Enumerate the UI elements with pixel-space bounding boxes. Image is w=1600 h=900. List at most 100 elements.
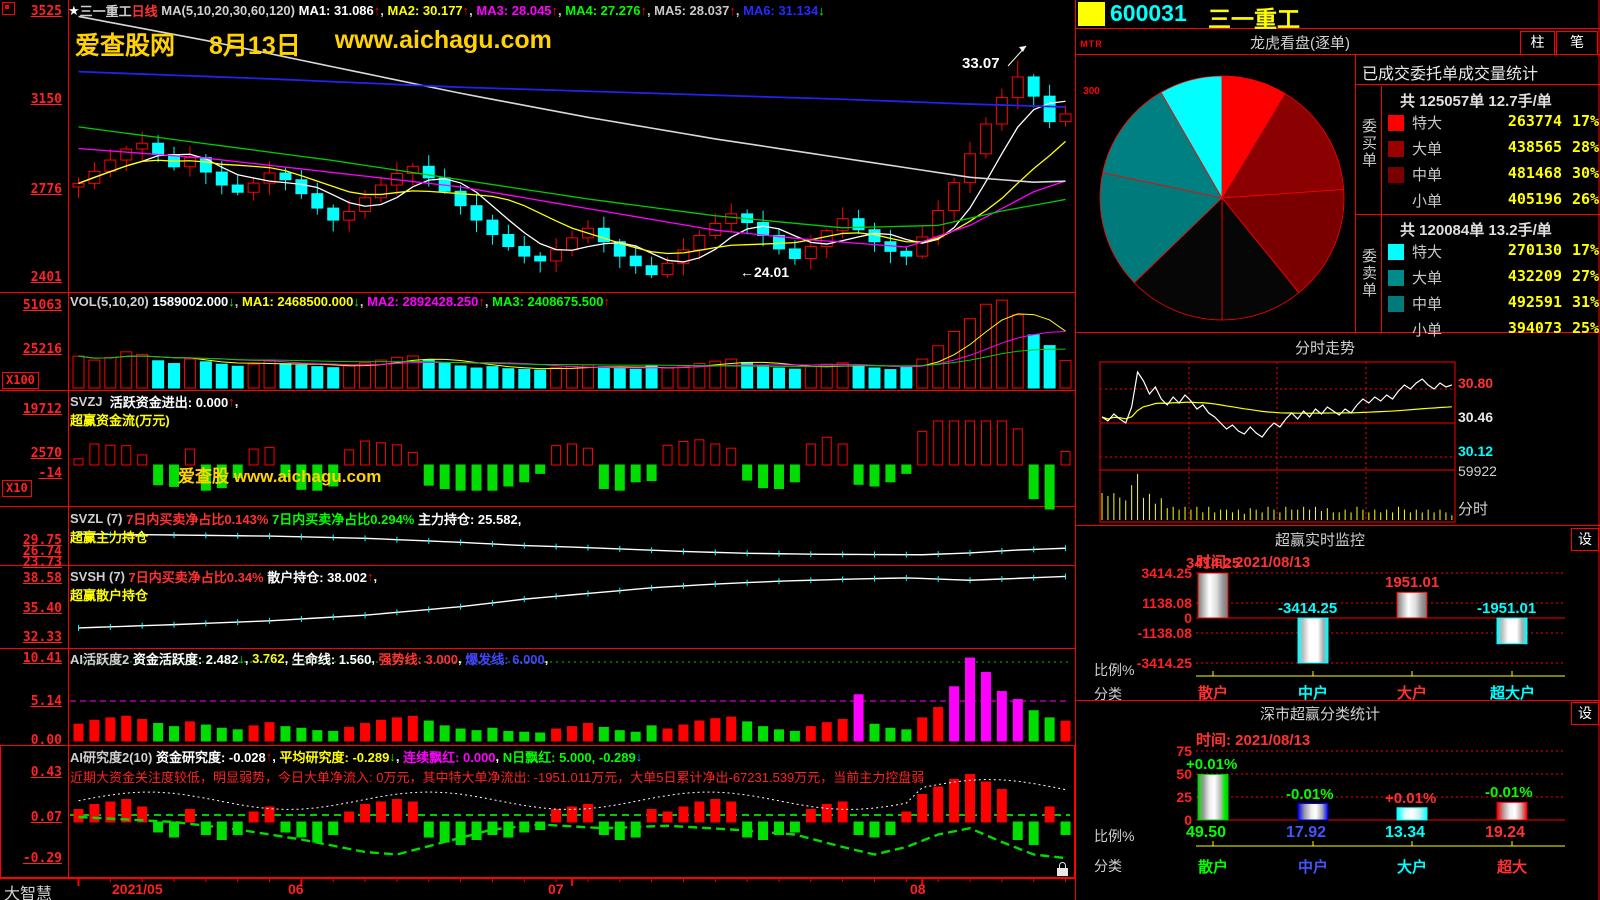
flow-bar [758, 464, 769, 489]
text-segment: MA(5,10,20,30,60,120) [157, 3, 299, 18]
indicator-line [78, 70, 1066, 108]
intraday-avg-line [1101, 401, 1452, 420]
candle [1011, 76, 1024, 99]
monitor-settings-button[interactable]: 设 [1571, 528, 1599, 551]
activity-bar [662, 728, 673, 742]
activity-bar [853, 694, 864, 742]
research-bar [471, 821, 482, 840]
candle [804, 246, 817, 260]
candle [327, 207, 340, 221]
research-bar [582, 804, 593, 823]
activity-bar [200, 724, 211, 742]
volume-bar [1027, 334, 1040, 389]
flow-bar [137, 454, 148, 466]
research-bar [1060, 821, 1071, 835]
activity-bar [455, 728, 466, 742]
candle [502, 234, 515, 248]
candle [820, 230, 833, 248]
text-segment: N日飘红: 5.000, -0.289 [502, 750, 636, 765]
research-bar [439, 821, 450, 843]
research-bar [280, 821, 291, 833]
candle [550, 249, 563, 262]
text-segment: 资金研究度: -0.028 [155, 750, 266, 765]
order-row-label: 小单 [1412, 193, 1443, 210]
monitor-bar-label: 1951.01 [1385, 574, 1440, 592]
flow-bar [184, 448, 195, 466]
order-swatch [1388, 167, 1404, 183]
text-segment: ↑ [228, 394, 235, 409]
order-row-value: 263774 [1507, 112, 1562, 130]
research-bar [391, 799, 402, 823]
activity-bar [885, 727, 896, 742]
volume-bar [502, 368, 515, 389]
flow-bar [582, 447, 593, 466]
pen-style-button[interactable]: 笔 [1556, 31, 1598, 55]
indicator-line [78, 100, 1066, 263]
candle [311, 193, 324, 209]
text-segment: 7日内买卖净占比0.143% [126, 512, 269, 527]
volume-bar [231, 365, 244, 389]
order-row-value: 492591 [1507, 293, 1562, 311]
buy-side-label: 委买单 [1361, 118, 1377, 169]
shenshi-pct-label: -0.01% [1286, 785, 1334, 803]
activity-bar [264, 722, 275, 742]
monitor-bar [1396, 591, 1428, 619]
stock-name: 三一重工 [1208, 6, 1300, 32]
text-segment: , [380, 3, 388, 18]
research-bar [965, 774, 976, 823]
activity-bar [407, 715, 418, 742]
shenshi-value-label: 19.24 [1485, 824, 1526, 841]
indicator-line [78, 779, 1066, 810]
activity-bar [582, 722, 593, 742]
candle [1059, 113, 1072, 123]
flow-bar [949, 420, 960, 466]
activity-bar [965, 657, 976, 742]
text-segment: AI研究度2(10) [70, 750, 156, 765]
flow-bar [264, 446, 275, 466]
text-segment: 超赢主力持仓 [70, 530, 149, 545]
activity-bar [503, 730, 514, 742]
badge-bottom: 300 [1083, 86, 1100, 97]
order-row-pct: 30% [1572, 164, 1600, 182]
monitor-bar [1297, 617, 1329, 664]
candle [979, 123, 992, 155]
flow-bar [901, 464, 912, 474]
order-row-value: 481468 [1507, 164, 1562, 182]
order-row-value: 405196 [1507, 190, 1562, 208]
volume-bar [311, 366, 324, 389]
volume-bar [995, 299, 1008, 389]
text-segment: , [484, 294, 493, 309]
shenshi-time: 时间: 2021/08/13 [1196, 732, 1311, 749]
candle [422, 165, 435, 179]
volume-bar [597, 366, 610, 389]
volume-bar [884, 369, 897, 389]
volume-bar [932, 345, 945, 389]
shenshi-value-label: 49.50 [1186, 824, 1227, 841]
research-bar [137, 806, 148, 823]
shenshi-settings-button[interactable]: 设 [1571, 702, 1599, 725]
flow-bar [344, 449, 355, 466]
text-segment: 生命线: 1.560 [291, 652, 372, 667]
flow-bar [407, 451, 418, 466]
research-bar [169, 821, 180, 838]
volume-bar [836, 362, 849, 389]
research-bar [121, 799, 132, 823]
activity-bar [837, 718, 848, 742]
research-bar [821, 804, 832, 823]
text-segment: 7日内买卖净占比0.294% [268, 512, 415, 527]
text-segment: MA5: 28.037 [654, 3, 730, 18]
volume-bar [725, 358, 738, 389]
activity-bar [567, 726, 578, 742]
text-segment: AI活跃度2 [70, 652, 133, 667]
volume-bar [900, 366, 913, 389]
research-bar [1044, 806, 1055, 823]
text-segment: MA1: 31.086 [298, 3, 374, 18]
buy-summary: 共 125057单 12.7手/单 [1400, 93, 1552, 110]
flow-bar [551, 445, 562, 466]
volume-bar [518, 368, 531, 389]
bar-style-button[interactable]: 柱 [1520, 31, 1555, 55]
order-row-pct: 25% [1572, 319, 1600, 337]
axis-label-vol: 51063 [22, 298, 62, 313]
text-segment: 三一重工 [79, 4, 132, 19]
text-segment: , [234, 294, 243, 309]
